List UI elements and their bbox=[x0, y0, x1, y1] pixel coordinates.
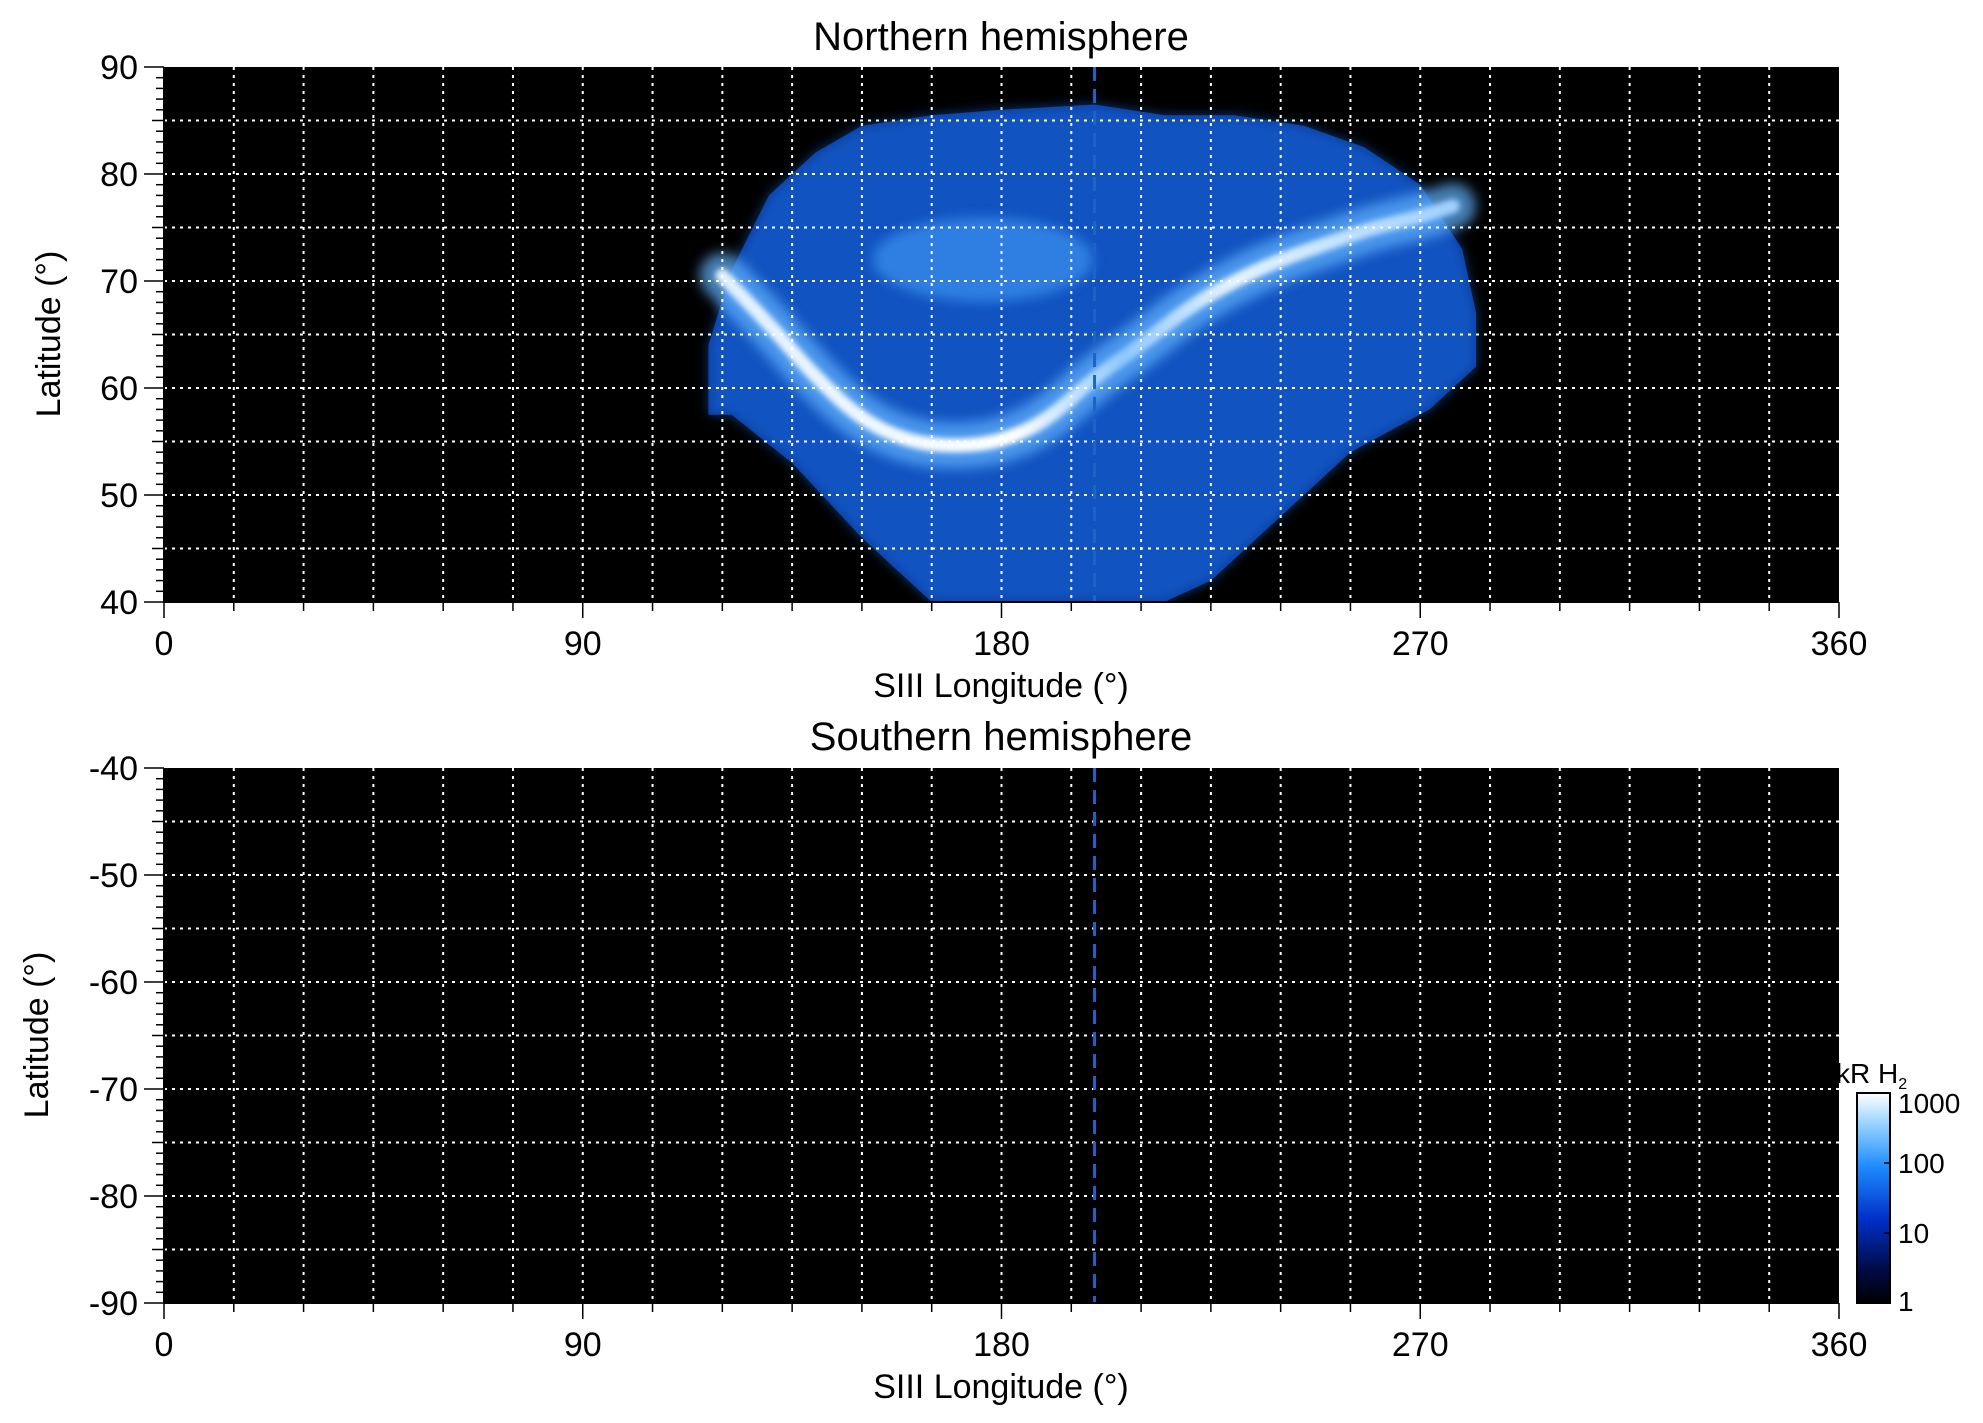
northern-hemisphere-panel: 40 50 60 70 80 90 0 90 180 270 360 Northern hemisp… bbox=[30, 15, 1867, 705]
south-y-tick-label: -50 bbox=[89, 857, 138, 895]
south-y-axis-label: Latitude (°) bbox=[18, 952, 56, 1119]
north-y-tick-label: 80 bbox=[100, 156, 138, 194]
south-title: Southern hemisphere bbox=[810, 715, 1192, 759]
colorbar-tick-label: 1 bbox=[1898, 1286, 1914, 1317]
north-y-tick-label: 50 bbox=[100, 477, 138, 515]
north-grid bbox=[164, 67, 1839, 602]
north-axes: 40 50 60 70 80 90 0 90 180 270 360 bbox=[100, 49, 1867, 663]
colorbar-label: kR H2 bbox=[1836, 1058, 1907, 1093]
main-oval bbox=[715, 199, 1460, 453]
south-x-axis-label: SIII Longitude (°) bbox=[873, 1368, 1129, 1406]
north-x-axis-label: SIII Longitude (°) bbox=[873, 667, 1129, 705]
south-y-tick-label: -90 bbox=[89, 1285, 138, 1323]
south-y-tick-label: -60 bbox=[89, 964, 138, 1002]
colorbar-tick-label: 100 bbox=[1898, 1148, 1945, 1179]
north-title: Northern hemisphere bbox=[813, 15, 1189, 59]
north-y-tick-label: 40 bbox=[100, 584, 138, 622]
colorbar-tick-label: 10 bbox=[1898, 1218, 1929, 1249]
south-y-tick-label: -70 bbox=[89, 1071, 138, 1109]
colorbar-gradient bbox=[1856, 1092, 1891, 1304]
north-y-tick-label: 90 bbox=[100, 49, 138, 87]
south-x-tick-label: 0 bbox=[155, 1326, 174, 1364]
polar-emission bbox=[872, 217, 1093, 302]
south-x-tick-label: 180 bbox=[973, 1326, 1030, 1364]
north-y-tick-label: 70 bbox=[100, 263, 138, 301]
south-x-tick-label: 90 bbox=[564, 1326, 602, 1364]
colorbar: kR H2 1000 100 10 1 bbox=[1836, 1058, 1960, 1317]
colorbar-label-subscript: 2 bbox=[1898, 1076, 1907, 1093]
north-y-axis-label: Latitude (°) bbox=[30, 251, 68, 418]
north-x-tick-label: 360 bbox=[1811, 625, 1868, 663]
south-grid bbox=[164, 768, 1839, 1303]
south-y-tick-label: -40 bbox=[89, 750, 138, 788]
auroral-emission bbox=[699, 104, 1477, 602]
southern-hemisphere-panel: -40 -50 -60 -70 -80 -90 0 90 180 270 360 Southern … bbox=[18, 715, 1867, 1406]
south-x-tick-label: 360 bbox=[1811, 1326, 1868, 1364]
north-x-tick-label: 180 bbox=[973, 625, 1030, 663]
north-x-tick-label: 90 bbox=[564, 625, 602, 663]
south-axes: -40 -50 -60 -70 -80 -90 0 90 180 270 360 bbox=[89, 750, 1868, 1364]
south-x-tick-label: 270 bbox=[1392, 1326, 1449, 1364]
north-x-tick-label: 270 bbox=[1392, 625, 1449, 663]
south-y-tick-label: -80 bbox=[89, 1178, 138, 1216]
north-x-tick-label: 0 bbox=[155, 625, 174, 663]
colorbar-tick-label: 1000 bbox=[1898, 1088, 1960, 1119]
north-y-tick-label: 60 bbox=[100, 370, 138, 408]
